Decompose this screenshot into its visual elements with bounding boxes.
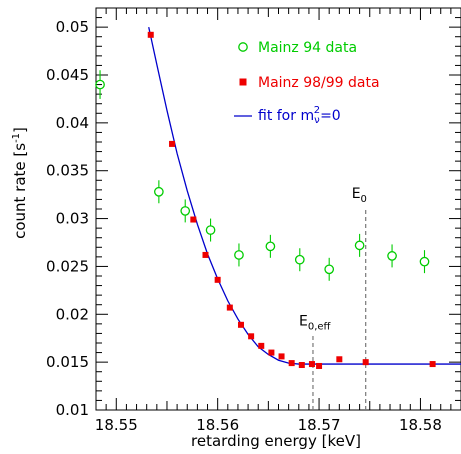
mainz-98-99-point [288, 360, 295, 367]
endpoint-label-main: E [299, 313, 308, 329]
x-tick-label: 18.57 [298, 416, 341, 434]
mainz-98-99-point [298, 362, 305, 369]
mainz-98-99-point [214, 276, 221, 283]
y-tick-label: 0.045 [46, 66, 89, 84]
legend: Mainz 94 data Mainz 98/99 data fit for m… [234, 40, 380, 126]
mainz-94-point [324, 264, 335, 275]
y-axis-label: count rate [s-1] [11, 127, 29, 239]
y-tick-label: 0.015 [46, 353, 89, 371]
legend-fit-sub: ν [314, 115, 320, 126]
legend-label-mainz-98-99: Mainz 98/99 data [258, 75, 380, 91]
legend-marker-mainz-98-99 [239, 78, 247, 86]
y-tick-label: 0.05 [56, 18, 89, 36]
mainz-98-99-point [278, 353, 285, 360]
endpoint-label-main: E [352, 186, 361, 202]
y-tick-label: 0.02 [56, 305, 89, 323]
mainz-98-99-point [248, 333, 255, 340]
legend-fit-tail: =0 [320, 108, 341, 124]
plot-frame [95, 7, 461, 411]
x-tick-label: 18.55 [95, 416, 138, 434]
mainz-98-99-point [362, 359, 369, 366]
y-tick-label: 0.025 [46, 257, 89, 275]
mainz-98-99-point [190, 216, 197, 223]
mainz-98-99-point [202, 251, 209, 258]
endpoint-label-sub: 0,eff [308, 321, 332, 332]
mainz-94-point [294, 254, 305, 265]
y-axis-label-main: count rate [s [11, 143, 29, 239]
mainz-98-99-point [429, 361, 436, 368]
mainz-98-99-point [169, 140, 176, 147]
y-tick-label: 0.04 [56, 114, 89, 132]
mainz-94-point [180, 206, 191, 216]
mainz-94-point [154, 186, 164, 197]
x-axis-label: retarding energy [keV] [191, 432, 361, 450]
fit-line [148, 27, 461, 365]
mainz-94-point [95, 79, 105, 90]
mainz-94-point [387, 251, 397, 261]
mainz-98-99-point [316, 362, 323, 369]
mainz-98-99-point [226, 304, 233, 311]
y-axis-label-sup: -1 [11, 133, 22, 143]
mainz-94-layer [95, 70, 430, 281]
mainz-98-99-point [268, 349, 275, 356]
y-tick-label: 0.035 [46, 162, 89, 180]
legend-label-fit: fit for mν2=0 [258, 105, 341, 126]
mainz-94-point [354, 240, 365, 251]
mainz-94-point [234, 250, 244, 260]
mainz-94-point [265, 241, 276, 252]
mainz-98-99-point [237, 321, 244, 328]
endpoint-label: E0,eff [299, 313, 332, 332]
axis-ticks: 0.01 0.015 0.02 0.025 0.03 0.035 0.04 0.045 0.05… [46, 8, 461, 434]
legend-label-mainz-94: Mainz 94 data [258, 40, 357, 56]
x-tick-label: 18.58 [399, 416, 442, 434]
mainz-98-99-point [147, 31, 154, 38]
legend-fit-sup: 2 [314, 105, 320, 116]
mainz-94-point [205, 225, 216, 235]
y-axis-label-close: ] [11, 127, 29, 133]
fit-line-layer [148, 27, 461, 365]
endpoint-label-sub: 0 [361, 194, 367, 205]
mainz-98-99-point [308, 361, 315, 368]
mainz-98-99-point [258, 342, 265, 349]
mainz-98-99-point [336, 356, 343, 363]
legend-marker-mainz-94 [238, 42, 248, 52]
legend-fit-name: fit for m [258, 108, 314, 124]
x-tick-label: 18.56 [196, 416, 239, 434]
y-tick-label: 0.03 [56, 210, 89, 228]
mainz-98-99-layer [147, 31, 436, 369]
endpoint-label: E0 [352, 186, 367, 205]
y-tick-label: 0.01 [56, 401, 89, 419]
mainz-94-point [419, 256, 430, 267]
